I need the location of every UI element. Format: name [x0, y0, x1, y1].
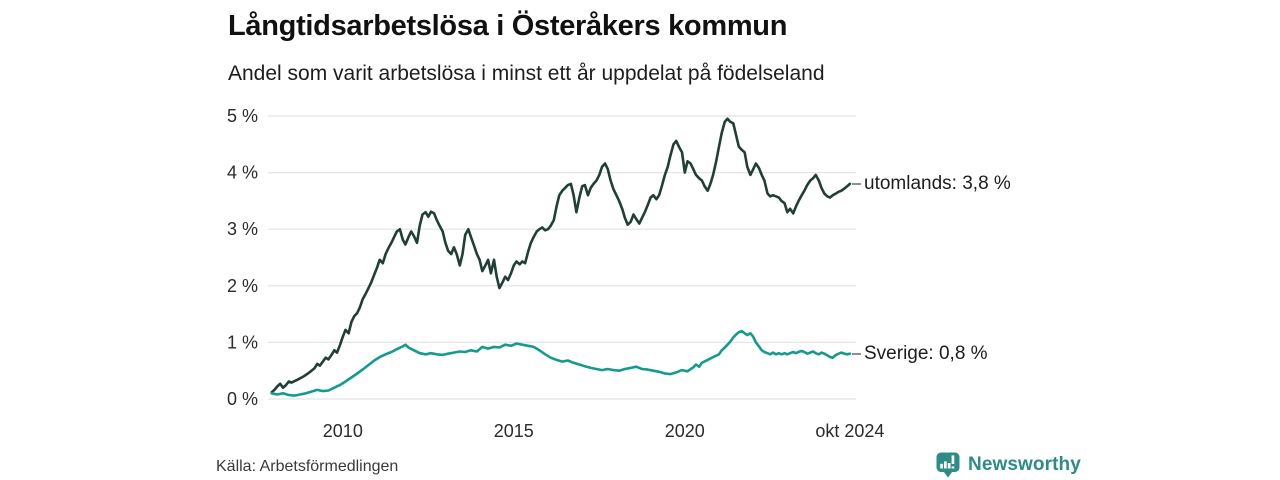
newsworthy-brand: Newsworthy — [936, 452, 1081, 478]
series-label-utomlands-text: utomlands: 3,8 % — [864, 173, 1011, 194]
y-tick-label: 4 % — [227, 163, 258, 183]
series-label-sverige-text: Sverige: 0,8 % — [864, 343, 988, 364]
x-tick-label: okt 2024 — [815, 421, 884, 441]
label-tick-dash — [852, 353, 861, 355]
newsworthy-logo-icon — [936, 452, 960, 478]
y-tick-label: 2 % — [227, 276, 258, 296]
brand-name: Newsworthy — [968, 454, 1081, 475]
x-tick-label: 2020 — [665, 421, 705, 441]
source-note: Källa: Arbetsförmedlingen — [216, 458, 399, 475]
series-label-utomlands: utomlands: 3,8 % — [852, 171, 1011, 197]
series-line-sverige — [270, 329, 852, 397]
series-line-utomlands — [270, 117, 852, 394]
y-tick-label: 0 % — [227, 389, 258, 409]
chart-subtitle: Andel som varit arbetslösa i minst ett å… — [228, 62, 825, 85]
y-tick-label: 5 % — [227, 106, 258, 126]
y-tick-label: 1 % — [227, 332, 258, 352]
series-label-sverige: Sverige: 0,8 % — [852, 341, 988, 367]
page-title: Långtidsarbetslösa i Österåkers kommun — [228, 10, 788, 42]
x-tick-label: 2010 — [323, 421, 363, 441]
y-tick-label: 3 % — [227, 219, 258, 239]
label-tick-dash — [852, 183, 861, 185]
x-tick-label: 2015 — [494, 421, 534, 441]
